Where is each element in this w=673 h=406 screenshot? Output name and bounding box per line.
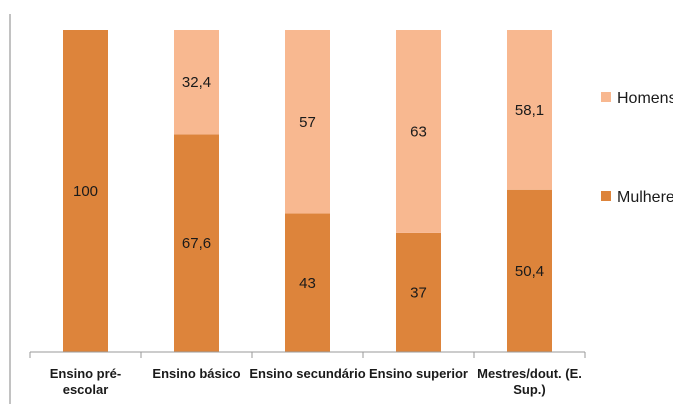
x-tick-label-line: escolar [63,382,109,397]
legend-label-mulheres: Mulheres [617,189,673,206]
x-tick-label-1: Ensino básico [152,366,240,381]
x-tick-label-line: Ensino básico [152,366,240,381]
legend-swatch-mulheres [601,191,611,201]
legend-label-homens: Homens [617,90,673,107]
x-tick-label-line: Sup.) [513,382,546,397]
bar-homens-1 [174,30,219,135]
bar-homens-4 [507,30,552,190]
x-tick-label-line: Ensino pré- [50,366,122,381]
data-label-mulheres-0: 100 [73,183,98,200]
data-label-homens-3: 63 [410,123,427,140]
bar-homens-2 [285,30,330,214]
data-label-mulheres-2: 43 [299,275,316,292]
bar-mulheres-1 [174,134,219,352]
bar-mulheres-0 [63,30,108,352]
bar-homens-3 [396,30,441,233]
data-label-homens-4: 58,1 [515,102,544,119]
x-tick-label-3: Ensino superior [369,366,468,381]
x-tick-label-line: Ensino secundário [249,366,365,381]
data-label-mulheres-1: 67,6 [182,235,211,252]
data-label-mulheres-4: 50,4 [515,263,544,280]
data-label-homens-1: 32,4 [182,74,211,91]
x-tick-label-2: Ensino secundário [249,366,365,381]
data-label-mulheres-3: 37 [410,284,427,301]
bar-mulheres-3 [396,232,441,352]
x-tick-label-line: Ensino superior [369,366,468,381]
x-tick-label-line: Mestres/dout. (E. [477,366,582,381]
bar-mulheres-2 [285,213,330,352]
x-tick-label-0: Ensino pré-escolar [50,366,122,397]
x-tick-label-4: Mestres/dout. (E. Sup.) [477,366,582,397]
data-label-homens-2: 57 [299,114,316,131]
legend-swatch-homens [601,92,611,102]
bar-mulheres-4 [507,189,552,352]
